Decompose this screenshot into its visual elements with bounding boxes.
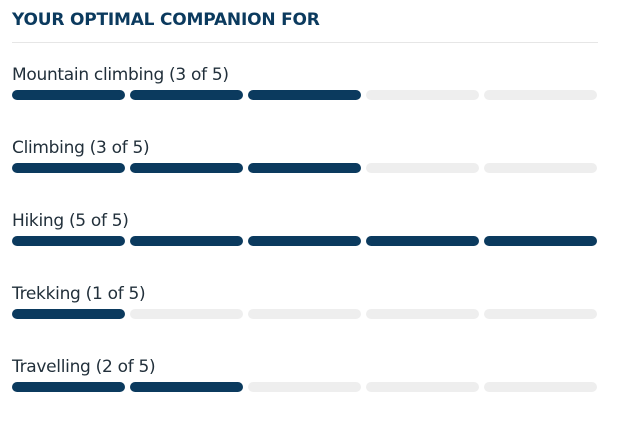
rating-segment-filled (248, 163, 361, 173)
rating-bar (12, 309, 598, 319)
rating-segment-empty (366, 309, 479, 319)
rating-segment-filled (12, 309, 125, 319)
rating-row: Hiking (5 of 5) (12, 210, 598, 283)
rating-segment-empty (248, 309, 361, 319)
rating-row: Climbing (3 of 5) (12, 137, 598, 210)
rating-segment-filled (130, 236, 243, 246)
rating-row: Trekking (1 of 5) (12, 283, 598, 356)
rating-segment-filled (130, 90, 243, 100)
rating-segment-empty (366, 382, 479, 392)
rating-bar (12, 163, 598, 173)
rating-segment-empty (248, 382, 361, 392)
rating-segment-filled (248, 90, 361, 100)
rating-segment-empty (366, 163, 479, 173)
rating-label: Trekking (1 of 5) (12, 284, 146, 304)
rating-row: Mountain climbing (3 of 5) (12, 64, 598, 137)
rating-segment-filled (12, 382, 125, 392)
rating-segment-empty (484, 309, 597, 319)
rating-segment-filled (130, 382, 243, 392)
rating-segment-filled (130, 163, 243, 173)
rating-label: Climbing (3 of 5) (12, 138, 150, 158)
rating-segment-empty (130, 309, 243, 319)
companion-panel: YOUR OPTIMAL COMPANION FOR Mountain clim… (12, 10, 598, 392)
rating-label: Travelling (2 of 5) (12, 357, 156, 377)
rating-segment-filled (12, 163, 125, 173)
rating-segment-empty (484, 90, 597, 100)
rating-label: Mountain climbing (3 of 5) (12, 65, 229, 85)
rating-segment-filled (248, 236, 361, 246)
rating-segment-filled (12, 90, 125, 100)
divider (12, 42, 598, 43)
rating-segment-empty (366, 90, 479, 100)
rating-segment-empty (484, 382, 597, 392)
rating-segment-filled (12, 236, 125, 246)
rating-label: Hiking (5 of 5) (12, 211, 129, 231)
rating-row: Travelling (2 of 5) (12, 356, 598, 429)
rating-bar (12, 90, 598, 100)
rating-list: Mountain climbing (3 of 5) Climbing (3 o… (12, 64, 598, 429)
rating-bar (12, 382, 598, 392)
rating-bar (12, 236, 598, 246)
rating-segment-filled (366, 236, 479, 246)
rating-segment-empty (484, 163, 597, 173)
section-title: YOUR OPTIMAL COMPANION FOR (12, 10, 320, 30)
rating-segment-filled (484, 236, 597, 246)
